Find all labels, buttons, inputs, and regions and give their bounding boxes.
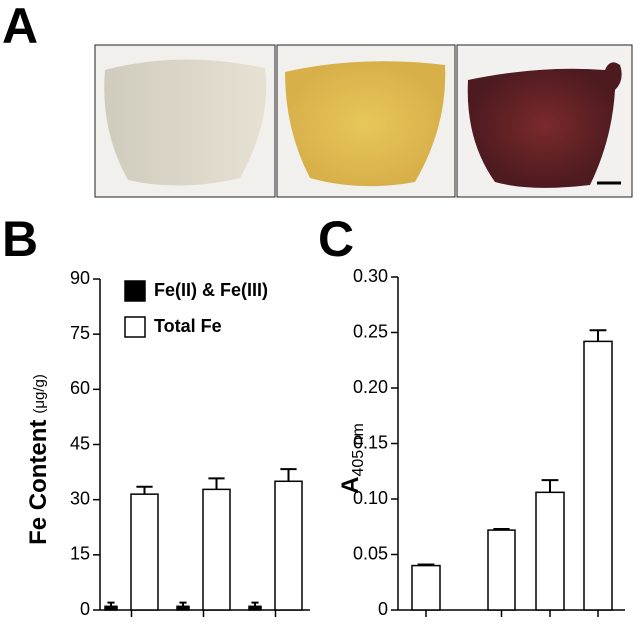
error-bar [208,477,225,490]
y-axis-label: A405 nm [337,423,367,494]
bar [248,605,262,611]
bar [130,493,159,611]
legend-label: Fe(II) & Fe(III) [154,280,268,300]
y-tick-label: 0 [378,599,388,619]
y-axis-title: A [337,477,364,494]
bar [487,529,516,611]
y-axis-unit: (μg/g) [31,374,48,414]
y-tick-label: 0 [80,599,90,619]
y-tick-label: 60 [70,378,90,398]
tissue [104,59,267,186]
y-tick-label: 0.15 [353,432,388,452]
y-tick-label: 15 [70,544,90,564]
legend-swatch [124,280,146,302]
legend-swatch [124,316,146,338]
legend-label: Total Fe [154,316,222,336]
y-axis-subscript: 405 nm [350,423,367,476]
panel-letter: B [2,211,38,267]
panel-letter: A [2,0,38,54]
bar [176,605,190,611]
y-tick-label: 45 [70,433,90,453]
y-tick-label: 0.25 [353,321,388,341]
y-tick-label: 0.10 [353,488,388,508]
error-bar [589,329,607,342]
y-tick-label: 0.05 [353,543,388,563]
error-bar [541,479,559,493]
bar [411,564,441,611]
error-bar [280,468,297,482]
tissue [467,62,622,188]
bar [104,605,118,611]
y-axis-label: Fe Content (μg/g) [25,374,52,545]
y-tick-label: 75 [70,323,90,343]
y-tick-label: 0.30 [353,266,388,286]
y-axis-title: Fe Content [25,420,52,545]
bar [274,480,303,611]
y-tick-label: 0.20 [353,377,388,397]
bar [535,491,565,611]
panel-letter: C [318,211,354,267]
bar [583,340,613,611]
photo-panel [94,44,633,198]
bar [202,488,231,611]
y-tick-label: 30 [70,488,90,508]
error-bar [136,485,153,495]
tissue [285,61,446,187]
y-tick-label: 90 [70,268,90,288]
